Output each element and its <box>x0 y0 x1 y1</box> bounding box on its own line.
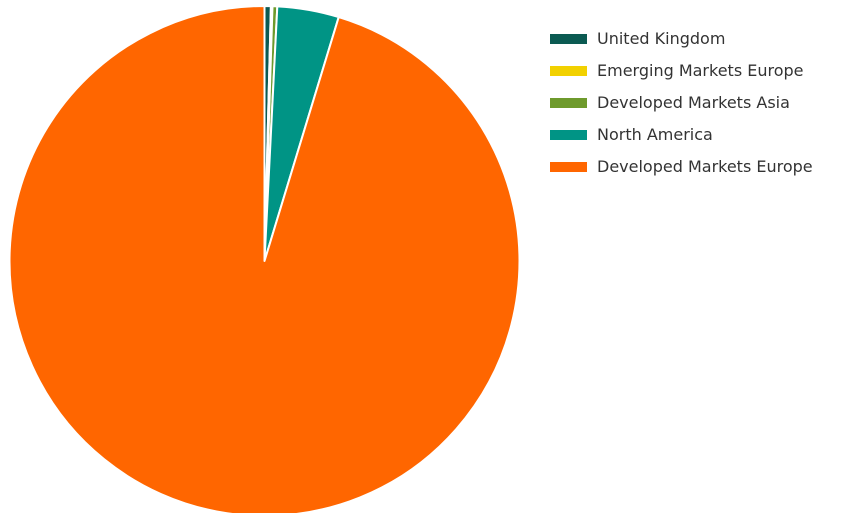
legend-label-united-kingdom: United Kingdom <box>597 29 726 48</box>
pie-slices <box>8 5 521 513</box>
legend-swatch-united-kingdom <box>550 34 587 44</box>
legend-swatch-emerging-markets-europe <box>550 66 587 76</box>
legend-item-united-kingdom[interactable]: United Kingdom <box>550 28 813 50</box>
legend-label-developed-markets-asia: Developed Markets Asia <box>597 93 790 112</box>
legend-label-emerging-markets-europe: Emerging Markets Europe <box>597 61 804 80</box>
legend-swatch-north-america <box>550 130 587 140</box>
legend: United Kingdom Emerging Markets Europe D… <box>550 28 813 188</box>
legend-label-developed-markets-europe: Developed Markets Europe <box>597 157 813 176</box>
legend-label-north-america: North America <box>597 125 713 144</box>
pie-slice-developed-markets-europe[interactable] <box>8 5 521 513</box>
pie-plot-area <box>8 5 521 513</box>
legend-item-emerging-markets-europe[interactable]: Emerging Markets Europe <box>550 60 813 82</box>
legend-swatch-developed-markets-europe <box>550 162 587 172</box>
legend-item-developed-markets-asia[interactable]: Developed Markets Asia <box>550 92 813 114</box>
legend-item-developed-markets-europe[interactable]: Developed Markets Europe <box>550 156 813 178</box>
legend-item-north-america[interactable]: North America <box>550 124 813 146</box>
legend-swatch-developed-markets-asia <box>550 98 587 108</box>
